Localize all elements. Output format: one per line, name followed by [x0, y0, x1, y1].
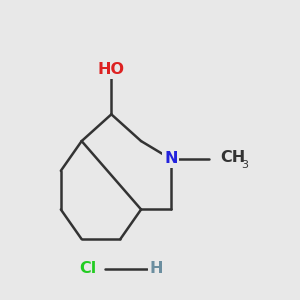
- Text: 3: 3: [242, 160, 248, 170]
- Text: CH: CH: [220, 150, 245, 165]
- Text: H: H: [149, 261, 163, 276]
- Text: HO: HO: [98, 62, 125, 77]
- Text: N: N: [164, 152, 178, 166]
- Text: Cl: Cl: [79, 261, 96, 276]
